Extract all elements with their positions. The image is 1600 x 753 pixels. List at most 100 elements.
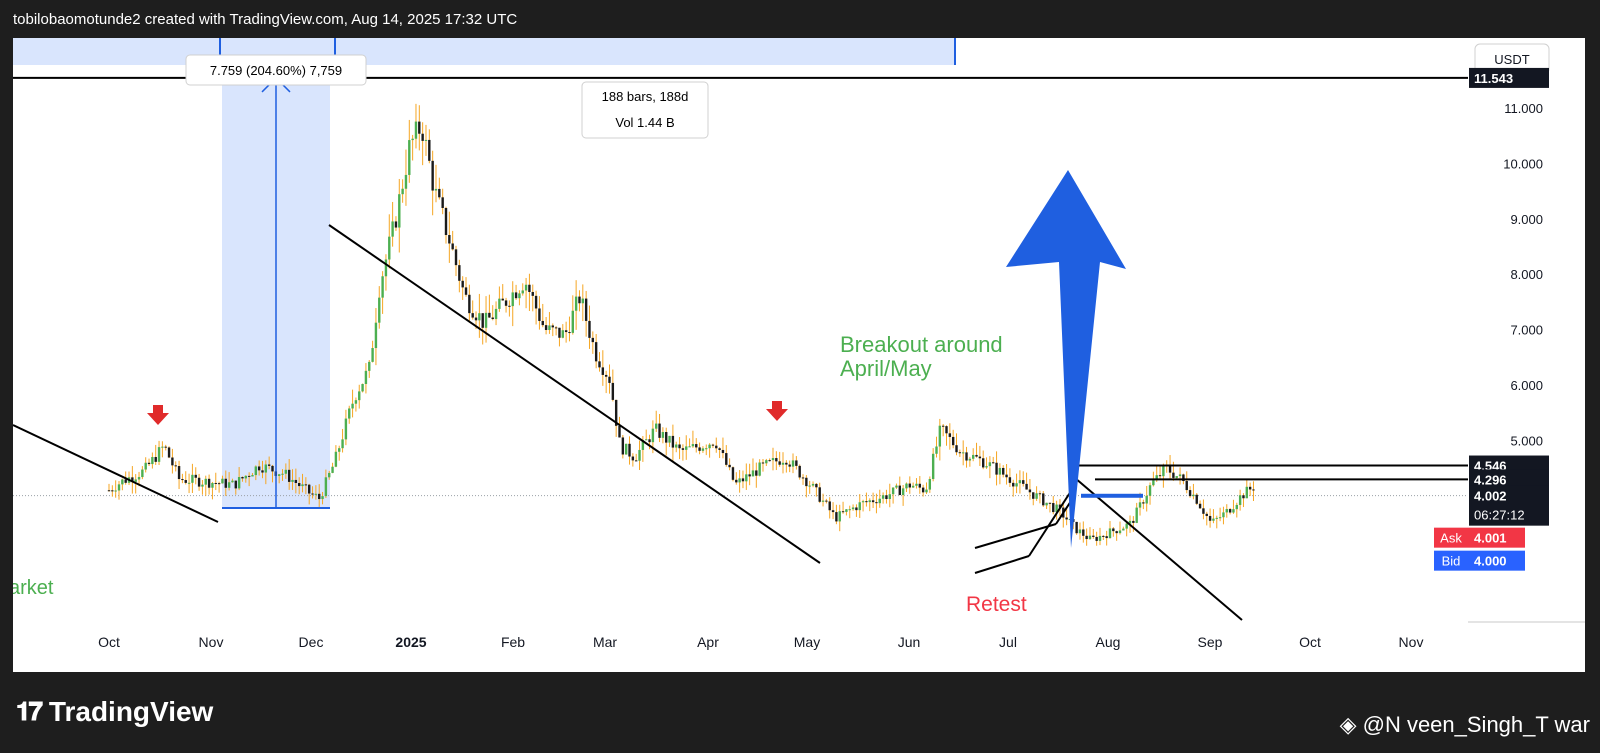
candle-body — [401, 188, 404, 195]
candle-body — [354, 400, 358, 404]
trendline-left — [13, 424, 219, 523]
candle-body — [1172, 472, 1175, 478]
candle-body — [931, 453, 935, 480]
candle-body — [1198, 503, 1202, 509]
candle-body — [348, 408, 351, 419]
candle-body — [318, 493, 321, 500]
brand-text: TradingView — [48, 696, 214, 727]
candle-body — [608, 376, 611, 383]
ask-tag-bg — [1434, 527, 1469, 548]
candle-body — [821, 500, 825, 502]
candle-body — [1158, 475, 1162, 477]
candle-body — [271, 465, 274, 472]
price-tick: 9.000 — [1510, 212, 1543, 227]
price-tick: 10.000 — [1503, 156, 1543, 171]
candle-body — [1118, 530, 1122, 534]
candle-body — [1005, 474, 1008, 478]
candle-body — [464, 287, 468, 295]
candle-body — [655, 423, 658, 429]
candle-body — [1212, 518, 1215, 521]
candle-body — [374, 322, 378, 349]
tv-logo-icon: 𝟏𝟕 — [16, 696, 43, 726]
candle-body — [855, 507, 858, 511]
price-label-high-bg — [1469, 67, 1549, 88]
candle-body — [461, 280, 464, 288]
candle-body — [107, 490, 111, 492]
candle-body — [504, 300, 508, 306]
candle-body — [808, 485, 811, 487]
candle-body — [735, 479, 738, 483]
candle-body — [838, 511, 841, 522]
candle-body — [1132, 520, 1135, 523]
candle-body — [925, 489, 928, 493]
candle-body — [675, 444, 678, 448]
candle-body — [738, 478, 741, 483]
price-chart[interactable]: 7.759 (204.60%) 7,759 188 bars, 188d Vol 1… — [13, 38, 1585, 672]
candle-body — [411, 138, 414, 141]
candle-body — [1108, 528, 1112, 539]
candle-body — [721, 449, 725, 454]
candle-body — [544, 325, 548, 330]
candle-body — [488, 312, 491, 318]
candle-body — [985, 466, 988, 468]
candle-body — [621, 437, 625, 455]
candle-body — [982, 458, 985, 468]
candle-body — [685, 446, 688, 450]
candle-body — [815, 483, 818, 488]
bid-zone — [1081, 493, 1143, 498]
retest-lower-line-2 — [974, 555, 1030, 574]
candle-body — [418, 121, 421, 134]
time-tick: Oct — [1299, 634, 1321, 650]
candles — [107, 103, 1255, 546]
candle-body — [211, 482, 214, 488]
candle-body — [1075, 521, 1078, 534]
candle-body — [111, 490, 114, 492]
candle-body — [361, 383, 364, 392]
candle-body — [908, 483, 911, 488]
candle-body — [758, 462, 761, 476]
candle-body — [558, 327, 561, 338]
candle-body — [911, 485, 915, 488]
candle-body — [534, 295, 538, 309]
time-tick: Apr — [697, 634, 719, 650]
candle-body — [651, 428, 655, 443]
candle-body — [1105, 536, 1108, 539]
chart-frame[interactable]: 7.759 (204.60%) 7,759 188 bars, 188d Vol 1… — [13, 38, 1585, 672]
candle-body — [247, 475, 251, 477]
candle-body — [825, 500, 828, 502]
candle-body — [945, 426, 948, 434]
candle-body — [124, 479, 127, 483]
time-tick: Mar — [593, 634, 617, 650]
candle-body — [938, 425, 942, 447]
candle-body — [241, 477, 244, 479]
candle-body — [1175, 476, 1178, 478]
measure-label: 7.759 (204.60%) 7,759 — [210, 63, 342, 78]
candle-body — [631, 456, 635, 461]
bid-price: 4.000 — [1474, 554, 1507, 569]
candle-body — [1045, 502, 1048, 506]
candle-body — [695, 444, 698, 448]
candle-body — [668, 435, 671, 443]
candle-body — [291, 479, 294, 482]
candle-body — [381, 276, 384, 298]
candle-body — [501, 298, 504, 301]
candle-body — [634, 460, 638, 462]
candle-body — [935, 446, 938, 454]
candle-body — [267, 464, 271, 466]
candle-body — [901, 488, 905, 495]
chart-caption-bar: tobilobaomotunde2 created with TradingVi… — [0, 0, 1600, 38]
bid-tag: Bid — [1442, 554, 1461, 569]
candle-body — [588, 320, 591, 338]
candle-body — [591, 337, 595, 343]
candle-body — [1218, 517, 1222, 519]
candle-body — [1038, 493, 1042, 495]
candle-body — [658, 423, 661, 438]
candle-body — [428, 139, 431, 161]
candle-body — [1142, 502, 1145, 504]
time-tick: Feb — [501, 634, 525, 650]
candle-body — [715, 445, 718, 449]
candle-body — [1055, 504, 1058, 513]
candle-body — [705, 448, 708, 450]
candle-body — [701, 448, 705, 451]
ask-tag: Ask — [1440, 531, 1462, 546]
